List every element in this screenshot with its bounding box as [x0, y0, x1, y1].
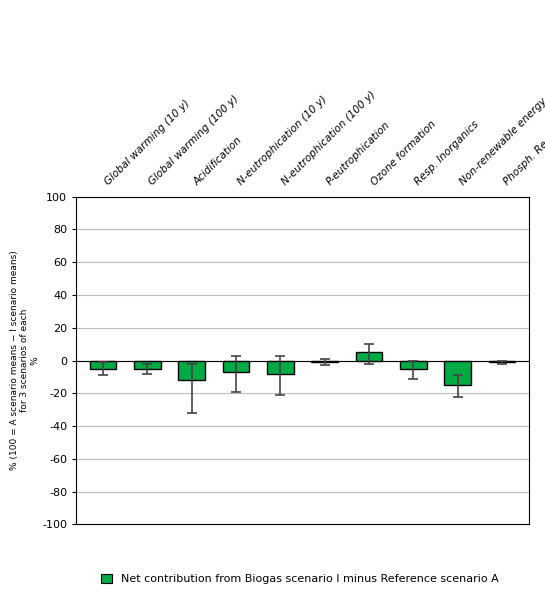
Bar [489, 361, 516, 362]
Bar [223, 361, 249, 372]
Legend: Net contribution from Biogas scenario I minus Reference scenario A: Net contribution from Biogas scenario I … [101, 574, 499, 585]
Bar [444, 361, 471, 385]
Y-axis label: % (100 = A scenario means − I scenario means)
for 3 scenarios of each
%: % (100 = A scenario means − I scenario m… [10, 251, 39, 470]
Bar [267, 361, 294, 374]
Bar [356, 352, 382, 361]
Bar [134, 361, 161, 369]
Bar [400, 361, 427, 369]
Bar [178, 361, 205, 380]
Bar [311, 361, 338, 362]
Bar [89, 361, 116, 369]
